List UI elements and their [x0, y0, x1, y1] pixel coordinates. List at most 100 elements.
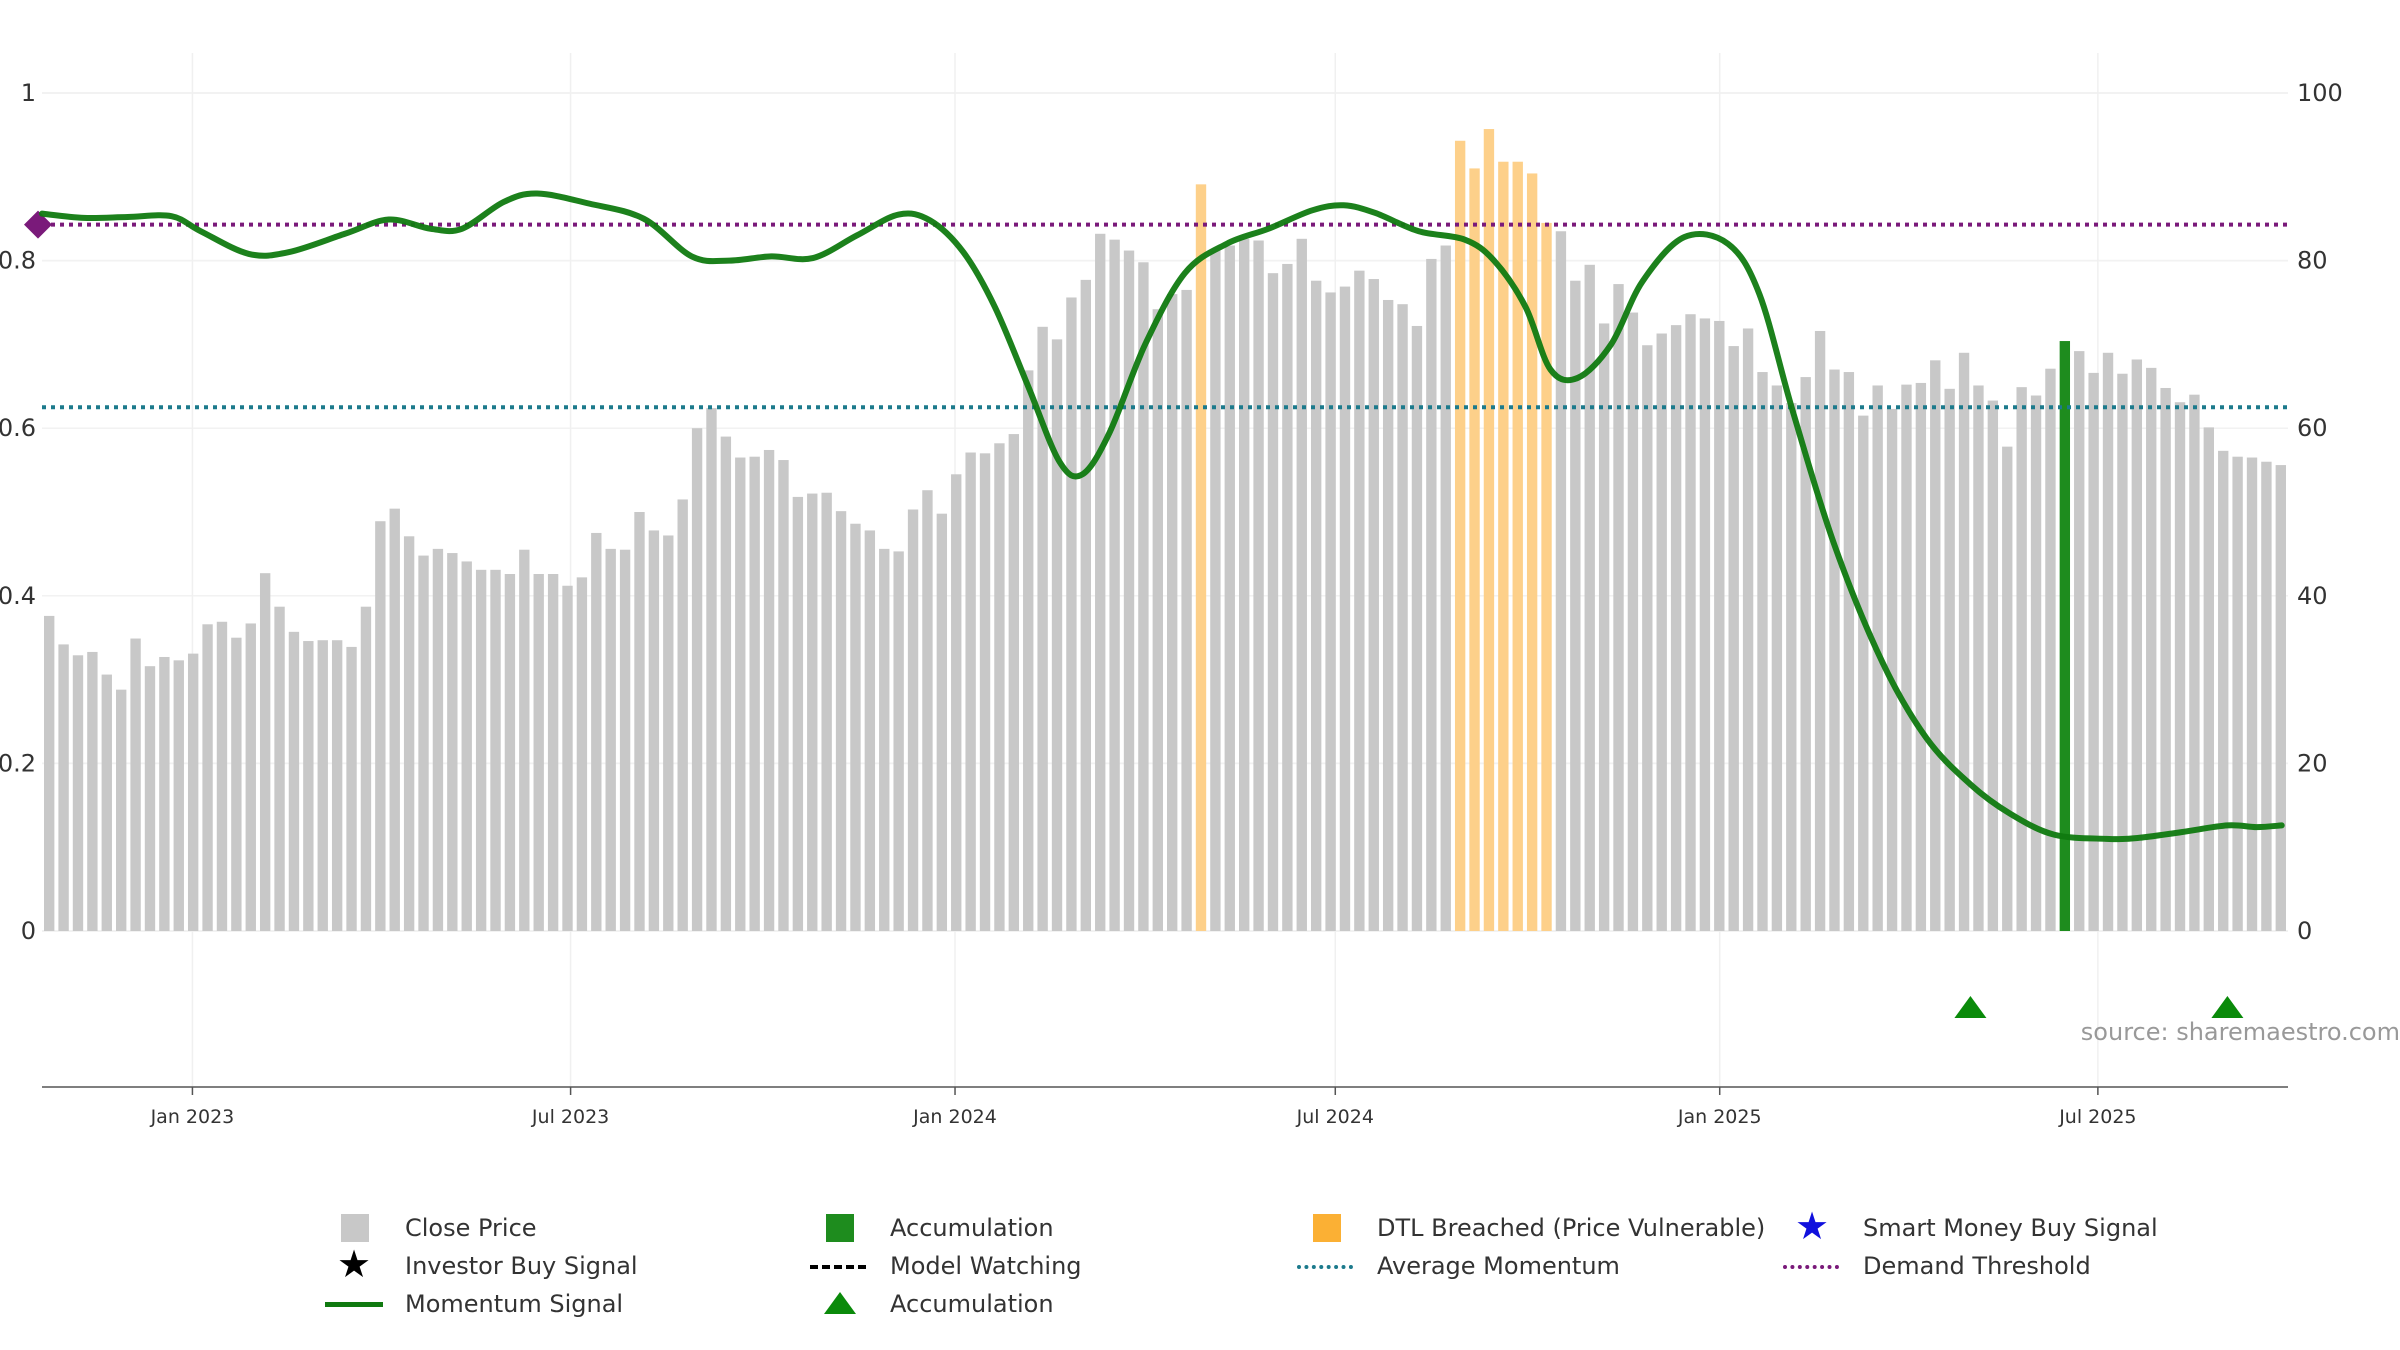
close-price-bar	[2146, 367, 2157, 931]
legend-item-black-dash: Model Watching	[810, 1248, 1082, 1284]
close-price-bar	[1814, 330, 1826, 931]
close-price-bar	[159, 656, 170, 931]
dtl-breached-bar	[1454, 140, 1466, 932]
close-price-bar	[1915, 382, 1927, 931]
close-price-bar	[1080, 279, 1091, 931]
legend-symbol-purple-dot-line	[1783, 1248, 1863, 1284]
close-price-bar	[2088, 372, 2099, 932]
close-price-bar	[663, 535, 674, 931]
close-price-bar	[303, 641, 314, 931]
close-price-bar	[1382, 299, 1394, 932]
close-price-bar	[1152, 309, 1163, 932]
close-price-bar	[1051, 339, 1063, 931]
dtl-breached-bar	[1526, 173, 1538, 931]
close-price-bar	[1771, 385, 1783, 931]
close-price-bar	[979, 453, 991, 931]
accumulation-bar	[2059, 341, 2071, 932]
close-price-bar	[461, 561, 472, 931]
close-price-bar	[1742, 328, 1754, 931]
close-price-bar	[231, 637, 242, 931]
legend-symbol-black-dash	[810, 1248, 890, 1284]
x-tick-label: Jul 2023	[531, 1106, 609, 1128]
close-price-bar	[1325, 292, 1336, 932]
dtl-breached-bar	[1469, 168, 1480, 932]
legend-item-blue-star: ★ Smart Money Buy Signal	[1783, 1204, 2158, 1248]
close-price-bar	[1109, 239, 1120, 931]
y-left-tick-label: 1	[21, 79, 36, 107]
close-price-bar	[922, 490, 933, 931]
close-price-bar	[1253, 240, 1264, 931]
x-tick-label: Jan 2024	[912, 1106, 997, 1128]
y-left-tick-label: 0.6	[0, 414, 36, 442]
x-tick-label: Jan 2025	[1677, 1106, 1762, 1128]
close-price-bar	[735, 457, 746, 931]
close-price-bar	[1757, 372, 1768, 932]
legend-symbol-black-star: ★	[337, 1242, 372, 1286]
close-price-bar	[2160, 387, 2171, 931]
close-price-bar	[1037, 326, 1048, 931]
close-price-bar	[2074, 351, 2085, 931]
close-price-bar	[1800, 377, 1811, 931]
dtl-breached-bar	[1512, 161, 1523, 931]
y-left-tick-label: 0.4	[0, 582, 36, 610]
close-price-bar	[547, 574, 559, 931]
close-price-bar	[116, 689, 127, 931]
close-price-bar	[202, 624, 213, 931]
close-price-bar	[720, 436, 732, 931]
close-price-bar	[850, 523, 861, 931]
accumulation-markers	[1954, 996, 2244, 1018]
legend-label: Momentum Signal	[405, 1290, 624, 1318]
y-left-tick-label: 0	[21, 917, 36, 945]
y-right-tick-label: 60	[2297, 414, 2328, 442]
close-price-bar	[2275, 465, 2286, 931]
close-price-bar	[1282, 263, 1293, 931]
close-price-bar	[807, 493, 818, 931]
close-price-bar	[475, 569, 487, 931]
accumulation-triangle	[2211, 996, 2244, 1018]
close-price-bar	[2246, 457, 2258, 931]
close-price-bar	[245, 623, 256, 931]
y-right-tick-label: 0	[2297, 917, 2312, 945]
y-left-tick-label: 0.2	[0, 749, 36, 777]
close-price-bar	[749, 456, 760, 931]
close-price-bar	[1570, 280, 1581, 931]
momentum-line	[39, 190, 2285, 843]
close-price-bar	[375, 521, 386, 931]
legend-symbol-green-triangle	[810, 1286, 890, 1322]
close-price-bar	[2045, 368, 2056, 931]
close-price-bar	[216, 621, 228, 931]
dtl-breached-bar	[1541, 222, 1552, 931]
legend-item-orange-square: DTL Breached (Price Vulnerable)	[1297, 1210, 1765, 1246]
close-price-bar	[562, 585, 573, 931]
legend-label: Smart Money Buy Signal	[1863, 1214, 2158, 1242]
close-price-bar	[1728, 346, 1739, 931]
accumulation-triangle	[1954, 996, 1987, 1018]
close-price-bar	[965, 452, 976, 931]
legend-item-gray-square: Close Price	[325, 1210, 537, 1246]
legend-label: Average Momentum	[1377, 1252, 1620, 1280]
close-price-bar	[130, 638, 141, 931]
close-price-bar	[1843, 372, 1855, 932]
close-price-bar	[2102, 352, 2114, 931]
close-price-bar	[936, 513, 948, 931]
close-price-bar	[1095, 233, 1106, 931]
source-note: source: sharemaestro.com	[2080, 1018, 2400, 1046]
close-price-bar	[1023, 370, 1034, 931]
close-price-bar	[1239, 238, 1250, 931]
close-price-bar	[1699, 318, 1711, 931]
x-tick-label: Jul 2024	[1296, 1106, 1374, 1128]
legend-symbol-blue-star: ★	[1795, 1204, 1830, 1248]
y-left-tick-label: 0.8	[0, 247, 36, 275]
close-price-bar	[2117, 373, 2128, 932]
legend-label: Model Watching	[890, 1252, 1082, 1280]
close-price-bar	[2174, 402, 2186, 931]
y-right-tick-label: 40	[2297, 582, 2328, 610]
close-price-bar	[1858, 415, 1869, 931]
legend-symbol-green-square	[810, 1210, 890, 1246]
close-price-bar	[504, 574, 516, 931]
close-price-bar	[87, 651, 98, 931]
close-price-bar	[1354, 270, 1365, 931]
legend-item-green-square: Accumulation	[810, 1210, 1054, 1246]
close-price-bar	[187, 653, 199, 931]
legend-symbol-teal-dot-line	[1297, 1248, 1377, 1284]
